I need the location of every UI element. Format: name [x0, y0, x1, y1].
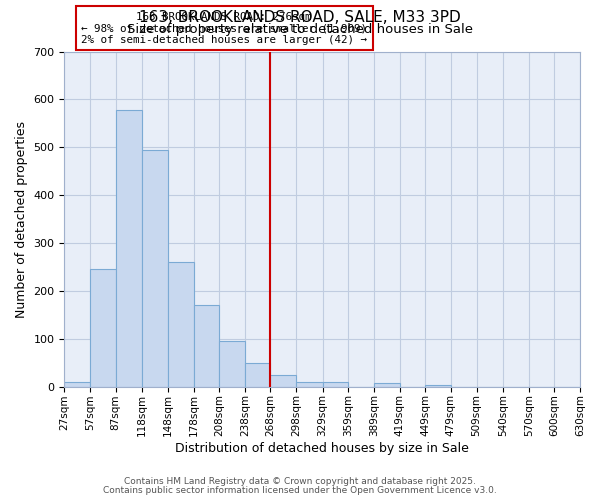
Bar — [374, 383, 400, 386]
Bar — [245, 363, 271, 386]
Text: 163 BROOKLANDS ROAD: 276sqm
← 98% of detached houses are smaller (1,909)
2% of s: 163 BROOKLANDS ROAD: 276sqm ← 98% of det… — [81, 12, 367, 45]
Bar — [116, 110, 142, 386]
Bar — [90, 270, 116, 386]
Bar — [271, 374, 296, 386]
Text: 163, BROOKLANDS ROAD, SALE, M33 3PD: 163, BROOKLANDS ROAD, SALE, M33 3PD — [139, 10, 461, 25]
Text: Size of property relative to detached houses in Sale: Size of property relative to detached ho… — [127, 22, 473, 36]
Text: Contains HM Land Registry data © Crown copyright and database right 2025.: Contains HM Land Registry data © Crown c… — [124, 477, 476, 486]
X-axis label: Distribution of detached houses by size in Sale: Distribution of detached houses by size … — [175, 442, 469, 455]
Bar — [64, 382, 90, 386]
Bar — [219, 341, 245, 386]
Bar — [323, 382, 348, 386]
Text: Contains public sector information licensed under the Open Government Licence v3: Contains public sector information licen… — [103, 486, 497, 495]
Bar — [194, 306, 219, 386]
Y-axis label: Number of detached properties: Number of detached properties — [15, 120, 28, 318]
Bar — [425, 385, 451, 386]
Bar — [168, 262, 194, 386]
Bar — [142, 150, 168, 386]
Bar — [296, 382, 323, 386]
